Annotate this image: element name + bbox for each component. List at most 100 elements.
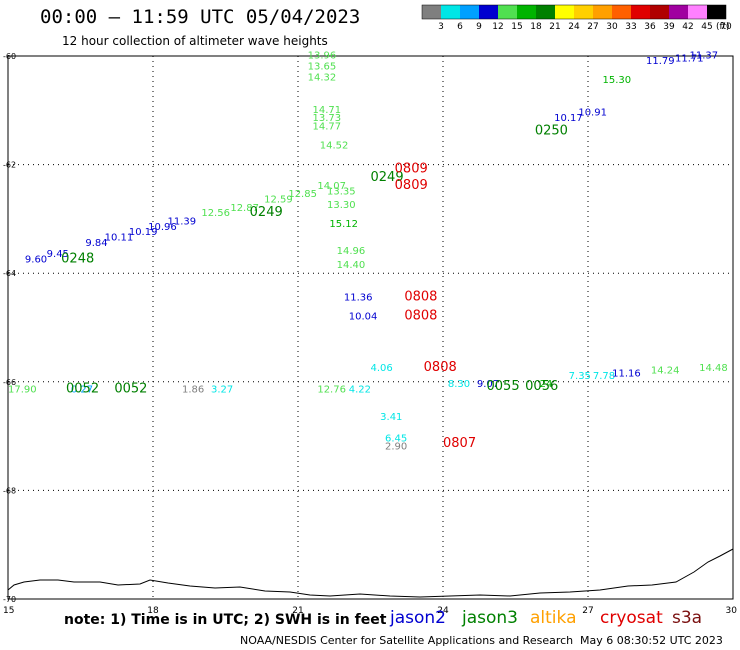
map-subtitle: 12 hour collection of altimeter wave hei…	[62, 34, 328, 48]
wave-height-reading: 2.90	[385, 442, 407, 453]
color-scale-label: 9	[476, 22, 482, 32]
wave-height-reading: 1.86	[182, 385, 204, 396]
wave-height-reading: 4.22	[349, 385, 371, 396]
latitude-tick-label: -64	[3, 269, 16, 278]
wave-height-reading: 13.30	[327, 200, 356, 211]
longitude-tick-label: 15	[3, 606, 14, 616]
latitude-tick-label: -68	[3, 486, 16, 495]
color-scale-swatch	[460, 5, 479, 19]
color-scale-label: 21	[549, 22, 561, 32]
credit-line: NOAA/NESDIS Center for Satellite Applica…	[240, 634, 574, 647]
pass-number-label: 0249	[371, 170, 404, 185]
wave-height-reading: 13.65	[308, 62, 337, 73]
longitude-tick-label: 24	[437, 606, 449, 616]
color-scale-swatch	[707, 5, 726, 19]
color-scale-swatch	[593, 5, 612, 19]
color-scale-label: 30	[606, 22, 618, 32]
pass-number-label: 0809	[395, 178, 428, 193]
wave-height-reading: 10.19	[129, 227, 158, 238]
wave-height-reading: 12.87	[230, 203, 259, 214]
legend-s3a: s3a	[672, 608, 703, 628]
wave-height-reading: 14.77	[313, 121, 342, 132]
wave-height-reading: 12.85	[288, 189, 317, 200]
color-scale-label: 15	[511, 22, 523, 32]
pass-number-label: 0248	[61, 251, 94, 266]
color-scale-swatch	[422, 5, 441, 19]
color-scale-swatch	[650, 5, 669, 19]
wave-height-reading: 14.52	[320, 140, 349, 151]
longitude-tick-label: 18	[147, 606, 159, 616]
wave-height-reading: 12.59	[264, 195, 293, 206]
wave-height-reading: 8.30	[448, 379, 470, 390]
footer-note: note: 1) Time is in UTC; 2) SWH is in fe…	[64, 612, 387, 628]
latitude-tick-label: -62	[3, 161, 16, 170]
wave-height-reading: 11.37	[690, 51, 719, 62]
wave-height-reading: 14.24	[651, 366, 680, 377]
pass-number-label: 0250	[535, 124, 568, 139]
legend-cryosat: cryosat	[600, 608, 663, 628]
wave-height-reading: 12.76	[317, 385, 346, 396]
color-scale-swatch	[631, 5, 650, 19]
color-scale-label: 45	[701, 22, 713, 32]
wave-height-reading: 10.17	[554, 113, 583, 124]
color-scale-label: 6	[457, 22, 463, 32]
color-scale-label: 70	[720, 22, 732, 32]
wave-height-reading: 17.90	[8, 385, 37, 396]
color-scale-label: 24	[568, 22, 580, 32]
legend-altika: altika	[530, 608, 577, 628]
color-scale-label: 27	[587, 22, 599, 32]
map-frame	[7, 55, 734, 600]
pass-number-label: 0808	[424, 360, 457, 375]
color-scale-label: 39	[663, 22, 675, 32]
color-scale-swatch	[669, 5, 688, 19]
wave-height-reading: 10.91	[578, 108, 607, 119]
render-timestamp: May 6 08:30:52 UTC 2023	[580, 634, 723, 647]
map-title: 00:00 – 11:59 UTC 05/04/2023	[40, 6, 361, 28]
wave-height-reading: 11.36	[344, 292, 373, 303]
wave-height-reading: 9.84	[85, 238, 107, 249]
legend-jason2: jason2	[390, 608, 446, 628]
wave-height-reading: 11.79	[646, 56, 675, 67]
wave-height-reading: 13.73	[313, 113, 342, 124]
color-scale-unit: (ft)	[716, 22, 730, 32]
color-scale-swatch	[517, 5, 536, 19]
wave-height-reading: 6.45	[385, 434, 407, 445]
pass-number-label: 0809	[395, 162, 428, 177]
wave-height-reading: 14.40	[337, 260, 366, 271]
wave-height-reading: 11.39	[168, 216, 197, 227]
wave-height-reading: 13.35	[327, 186, 356, 197]
pass-number-label: 0807	[443, 436, 476, 451]
color-scale-label: 18	[530, 22, 542, 32]
wave-height-reading: 15.30	[603, 75, 632, 86]
wave-height-reading: 14.48	[699, 363, 728, 374]
longitude-tick-label: 27	[582, 606, 593, 616]
longitude-tick-label: 30	[726, 606, 738, 616]
latitude-tick-label: -70	[3, 595, 16, 604]
latitude-tick-label: -60	[3, 52, 16, 61]
color-scale-swatch	[555, 5, 574, 19]
wave-height-reading: 14.07	[317, 181, 346, 192]
wave-height-reading: 11.71	[675, 53, 704, 64]
pass-number-label: 0052	[114, 382, 147, 397]
wave-height-reading: 3.41	[380, 412, 402, 423]
color-scale-label: 33	[625, 22, 637, 32]
wave-height-reading: 4.06	[371, 363, 393, 374]
coastline	[7, 548, 734, 598]
color-scale-label: 36	[644, 22, 656, 32]
wave-height-reading: 7.35	[569, 371, 591, 382]
pass-number-label: 0052	[66, 382, 99, 397]
color-scale-swatch	[688, 5, 707, 19]
legend-jason3: jason3	[462, 608, 518, 628]
wave-height-reading: 7.78	[593, 371, 615, 382]
wave-height-reading: 14.32	[308, 72, 337, 83]
wave-height-reading: 9.45	[47, 249, 69, 260]
pass-number-label: 0055	[487, 379, 520, 394]
pass-number-label: 0249	[250, 205, 283, 220]
wave-height-reading: 3.27	[211, 385, 233, 396]
pass-number-label: 0808	[404, 289, 437, 304]
color-scale-swatch	[536, 5, 555, 19]
wave-height-reading: 10.04	[349, 311, 378, 322]
wave-height-reading: 13.96	[308, 51, 337, 62]
